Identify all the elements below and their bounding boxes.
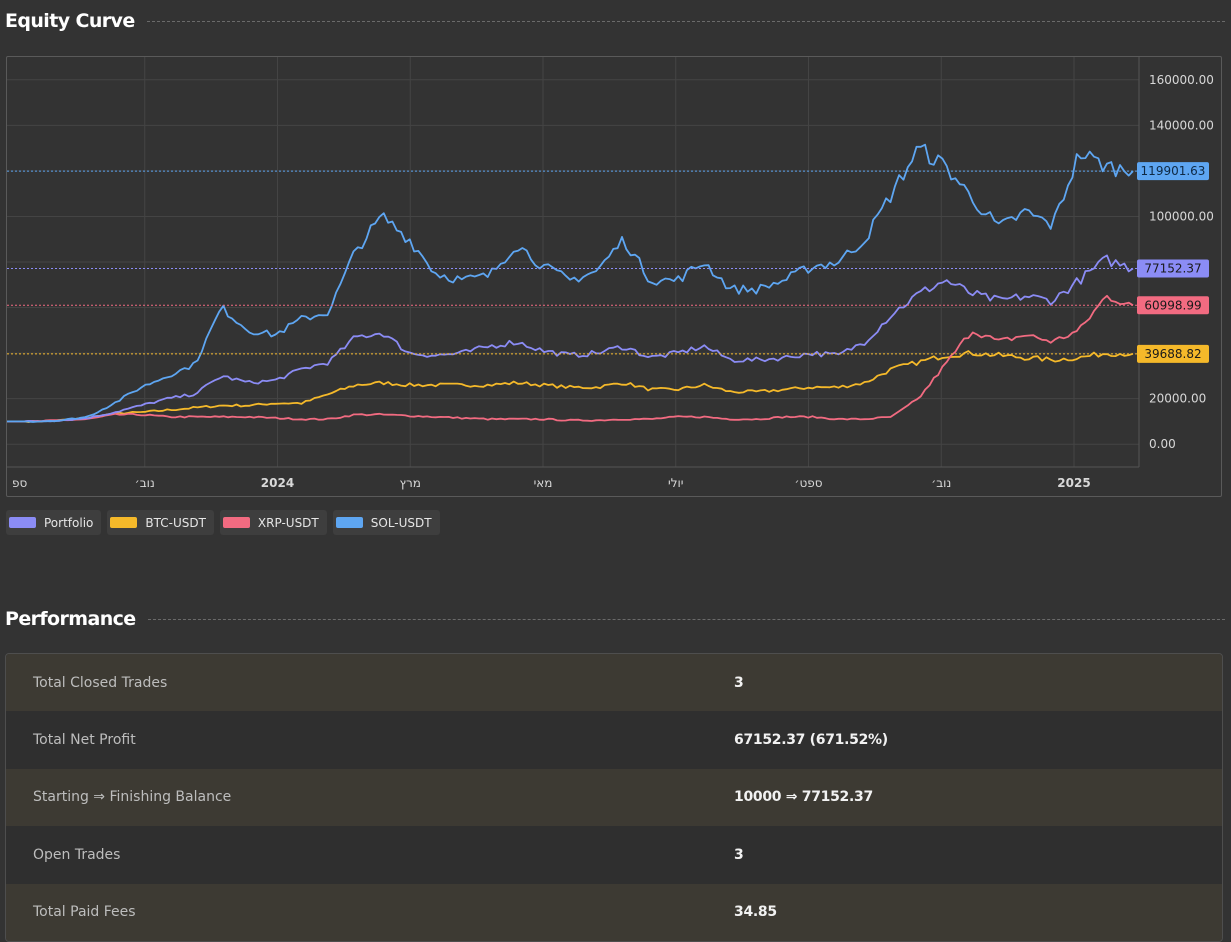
legend-label: SOL-USDT — [370, 515, 432, 530]
series-line-xrp-usdt — [7, 294, 1134, 423]
y-tick-label: 0.00 — [1149, 437, 1176, 451]
x-tick-label: מרץ — [400, 476, 421, 490]
metric-value: 34.85 — [734, 904, 777, 921]
x-tick-label: 2024 — [261, 476, 294, 490]
legend-swatch — [9, 517, 36, 528]
legend-swatch — [110, 517, 138, 528]
performance-header: Performance — [5, 608, 1225, 630]
legend-item-xrp-usdt[interactable]: XRP-USDT — [219, 510, 327, 535]
last-value-badge — [1137, 162, 1209, 181]
equity-chart-svg[interactable]: 160000.00 140000.00 100000.00 20000.00 0.00 ס… — [7, 57, 1222, 497]
last-value-label: 119901.63 — [1141, 164, 1206, 178]
table-row: Starting ⇒ Finishing Balance 10000 ⇒ 7715… — [6, 768, 1222, 827]
legend-label: Portfolio — [44, 515, 94, 530]
metric-label: Total Paid Fees — [33, 904, 136, 921]
series-line-sol-usdt — [7, 143, 1134, 423]
x-tick-label: יולי — [668, 476, 683, 490]
last-value-label: 39688.82 — [1144, 347, 1201, 361]
table-row: Open Trades 3 — [6, 826, 1222, 884]
table-row: Total Closed Trades 3 — [6, 654, 1222, 712]
chart-legend: Portfolio BTC-USDT XRP-USDT SOL-USDT — [6, 510, 440, 535]
equity-curve-header: Equity Curve — [5, 10, 1225, 32]
header-divider — [146, 20, 1225, 22]
x-tick-label: מאי — [534, 476, 553, 490]
metric-label: Open Trades — [33, 846, 121, 863]
series-line-btc-usdt — [7, 350, 1134, 424]
last-value-badge — [1137, 259, 1209, 278]
legend-item-sol-usdt[interactable]: SOL-USDT — [332, 510, 440, 535]
x-tick-label: 2025 — [1057, 476, 1090, 490]
series-line-portfolio — [7, 254, 1134, 423]
legend-swatch — [335, 517, 363, 528]
last-value-label: 77152.37 — [1144, 261, 1201, 275]
metric-label: Total Net Profit — [33, 732, 136, 749]
performance-table: Total Closed Trades 3 Total Net Profit 6715… — [5, 653, 1223, 942]
x-tick-label: ספ — [12, 476, 27, 490]
equity-chart[interactable]: 160000.00 140000.00 100000.00 20000.00 0.00 ס… — [6, 56, 1222, 497]
y-tick-label: 100000.00 — [1149, 209, 1214, 223]
legend-swatch — [222, 517, 250, 528]
equity-curve-title: Equity Curve — [5, 10, 135, 32]
y-tick-label: 160000.00 — [1149, 73, 1214, 87]
legend-item-portfolio[interactable]: Portfolio — [6, 510, 102, 535]
metric-label: Starting ⇒ Finishing Balance — [33, 789, 232, 806]
legend-label: BTC-USDT — [145, 515, 206, 530]
legend-label: XRP-USDT — [257, 515, 319, 530]
table-row: Total Paid Fees 34.85 — [6, 883, 1222, 941]
metric-label: Total Closed Trades — [33, 674, 168, 691]
metric-value: 67152.37 (671.52%) — [734, 732, 888, 749]
x-tick-label: נוב׳ — [135, 476, 155, 490]
header-divider — [147, 618, 1225, 620]
metric-value: 3 — [734, 674, 744, 691]
legend-item-btc-usdt[interactable]: BTC-USDT — [107, 510, 214, 535]
x-tick-label: נוב׳ — [931, 476, 951, 490]
y-tick-label: 20000.00 — [1149, 392, 1206, 406]
x-tick-label: ספט׳ — [794, 476, 822, 490]
last-value-label: 60998.99 — [1144, 298, 1201, 312]
metric-value: 10000 ⇒ 77152.37 — [734, 789, 873, 806]
last-value-badge — [1137, 296, 1209, 315]
performance-title: Performance — [5, 608, 136, 630]
table-row: Total Net Profit 67152.37 (671.52%) — [6, 711, 1222, 769]
last-value-badge — [1137, 344, 1209, 363]
y-tick-label: 140000.00 — [1149, 118, 1214, 132]
metric-value: 3 — [734, 846, 744, 863]
